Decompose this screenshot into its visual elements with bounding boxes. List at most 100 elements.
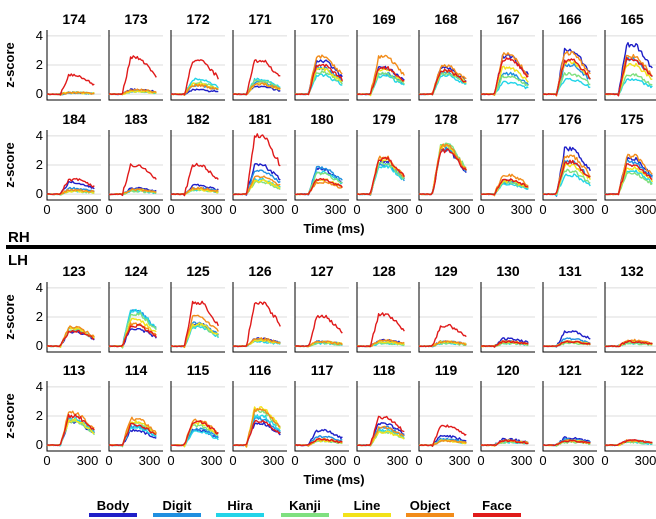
panel-183: 183 0 300 [105, 111, 163, 217]
panel-title: 118 [373, 362, 396, 378]
series-line-hira [418, 143, 467, 196]
panel-axes [542, 30, 597, 101]
panel-axes [480, 130, 535, 201]
panel-title: 117 [311, 362, 334, 378]
legend-label: Line [354, 498, 381, 513]
y-tick-label: 2 [36, 57, 43, 72]
panel-axes [356, 381, 411, 452]
series-line-hira [542, 77, 591, 96]
panel-title: 173 [124, 11, 148, 27]
legend: Body Digit Hira Kanji Line Object Face [89, 498, 521, 517]
x-tick-label: 300 [573, 202, 595, 217]
series-line-face [108, 422, 157, 447]
x-tick-label: 300 [77, 202, 99, 217]
panel-title: 121 [558, 362, 582, 378]
x-axis-label: Time (ms) [303, 221, 364, 236]
series-line-face [170, 162, 219, 197]
x-tick-label: 0 [601, 453, 608, 468]
panel-184: 184 0 2 4 0 300 [36, 111, 101, 217]
y-tick-label: 4 [36, 379, 43, 394]
x-tick-label: 300 [263, 202, 285, 217]
x-tick-label: 300 [387, 202, 409, 217]
panel-title: 167 [496, 11, 520, 27]
x-tick-label: 300 [139, 453, 161, 468]
panel-115: 115 0 300 [167, 362, 225, 468]
series-line-face [232, 59, 281, 96]
series-line-line [294, 178, 343, 196]
series-line-face [604, 340, 653, 348]
panel-title: 165 [620, 11, 644, 27]
panel-axes [356, 130, 411, 201]
panel-title: 113 [63, 362, 86, 378]
series-line-body [419, 65, 467, 96]
x-tick-label: 0 [167, 202, 174, 217]
series-line-face [418, 424, 467, 447]
panel-axes [46, 282, 101, 353]
legend-label: Face [482, 498, 512, 513]
x-tick-label: 300 [573, 453, 595, 468]
panel-title: 183 [124, 111, 148, 127]
x-tick-label: 300 [325, 202, 347, 217]
y-tick-label: 0 [36, 338, 43, 353]
series-line-digit [418, 146, 467, 196]
panel-130: 130 [480, 263, 535, 353]
y-tick-label: 2 [36, 157, 43, 172]
series-line-face [356, 156, 405, 196]
panel-title: 177 [496, 111, 520, 127]
panel-title: 170 [310, 11, 334, 27]
panel-127: 127 [294, 263, 349, 353]
legend-item-object: Object [406, 498, 454, 517]
series-line-face [232, 419, 281, 447]
panel-title: 122 [620, 362, 644, 378]
series-line-body [418, 148, 467, 196]
series-line-face [108, 323, 157, 348]
panel-axes [418, 381, 473, 452]
series-line-face [542, 159, 591, 196]
x-tick-label: 0 [229, 453, 236, 468]
panel-axes [356, 30, 411, 101]
panel-title: 180 [310, 111, 334, 127]
panel-title: 127 [310, 263, 334, 279]
panel-title: 179 [372, 111, 396, 127]
x-tick-label: 0 [167, 453, 174, 468]
panel-axes [294, 381, 349, 452]
panel-title: 129 [434, 263, 458, 279]
x-tick-label: 300 [387, 453, 409, 468]
series-line-face [357, 415, 405, 447]
series-line-face [542, 340, 591, 348]
x-tick-label: 0 [539, 202, 546, 217]
panel-124: 124 [108, 263, 163, 353]
panel-title: 184 [62, 111, 86, 127]
panel-title: 130 [496, 263, 520, 279]
x-tick-label: 300 [511, 453, 533, 468]
panel-166: 166 [542, 11, 597, 101]
y-axis-label: z-score [2, 393, 17, 439]
y-axis-label: z-score [2, 42, 17, 88]
series-line-line [418, 144, 467, 196]
panel-171: 171 [232, 11, 287, 101]
series-line-kanji [604, 73, 653, 96]
panel-axes [46, 30, 101, 101]
series-line-face [542, 439, 591, 447]
series-line-face [46, 177, 95, 196]
legend-label: Body [97, 498, 130, 513]
x-tick-label: 300 [635, 453, 656, 468]
x-tick-label: 0 [477, 453, 484, 468]
panel-118: 118 0 300 [353, 362, 411, 468]
series-line-face [418, 68, 467, 96]
series-line-line [542, 163, 591, 196]
panel-title: 119 [435, 362, 458, 378]
x-tick-label: 300 [511, 202, 533, 217]
series-line-face [605, 163, 653, 196]
x-tick-label: 300 [77, 453, 99, 468]
x-tick-label: 300 [635, 202, 656, 217]
x-tick-label: 0 [477, 202, 484, 217]
panel-132: 132 [604, 263, 656, 353]
panel-title: 115 [187, 362, 210, 378]
series-line-face [232, 133, 281, 196]
panel-title: 178 [434, 111, 458, 127]
panel-axes [604, 30, 656, 101]
panel-116: 116 0 300 [229, 362, 287, 468]
x-tick-label: 0 [43, 202, 50, 217]
panel-title: 126 [248, 263, 272, 279]
